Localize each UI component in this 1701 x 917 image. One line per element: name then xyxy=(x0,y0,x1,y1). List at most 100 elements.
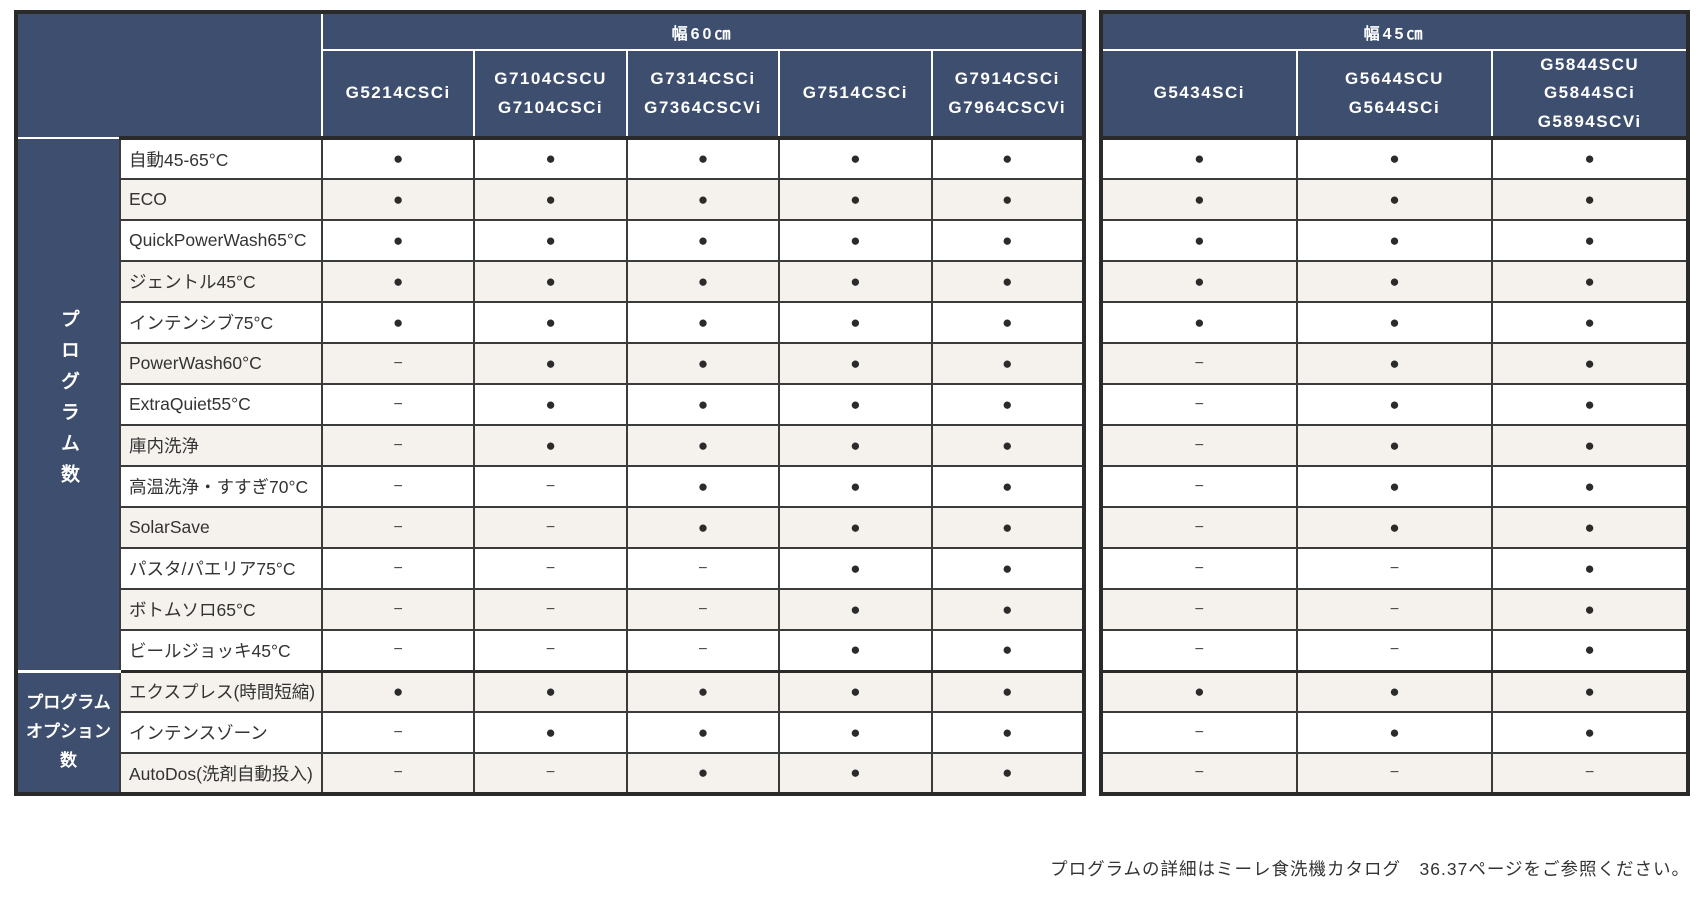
availability-cell: ● xyxy=(1100,136,1298,180)
availability-cell: ● xyxy=(778,629,933,672)
program-label: 高温洗浄・すすぎ70°C xyxy=(119,465,323,508)
comparison-table-45cm: 幅45㎝ G5434SCi G5644SCU G5644SCi G5844SCU… xyxy=(1099,10,1690,796)
availability-cell: ● xyxy=(778,752,933,795)
availability-cell: ● xyxy=(778,588,933,631)
availability-cell: ● xyxy=(778,260,933,303)
availability-cell: ● xyxy=(625,383,781,426)
availability-cell: ● xyxy=(1491,547,1689,590)
availability-cell: − xyxy=(1100,342,1298,385)
program-label: ECO xyxy=(119,178,323,221)
table-row: ボトムソロ65°C − − − ● ● xyxy=(16,588,1086,631)
availability-cell: − xyxy=(1100,629,1298,672)
availability-cell: ● xyxy=(930,669,1086,713)
table-row: ExtraQuiet55°C − ● ● ● ● xyxy=(16,383,1086,426)
availability-cell: ● xyxy=(778,301,933,344)
program-label: エクスプレス(時間短縮) xyxy=(119,669,323,713)
availability-cell: − xyxy=(1295,588,1494,631)
comparison-table-60cm: 幅60㎝ G5214CSCi G7104CSCU G7104CSCi G7314… xyxy=(14,10,1086,796)
availability-cell: ● xyxy=(473,260,628,303)
availability-cell: − xyxy=(1100,547,1298,590)
table-row: インテンシブ75°C ● ● ● ● ● xyxy=(16,301,1086,344)
availability-cell: − xyxy=(1100,752,1298,795)
availability-cell: − xyxy=(473,588,628,631)
availability-cell: ● xyxy=(930,547,1086,590)
table-row: 庫内洗浄 − ● ● ● ● xyxy=(16,424,1086,467)
program-label: PowerWash60°C xyxy=(119,342,323,385)
availability-cell: ● xyxy=(1491,301,1689,344)
program-label: SolarSave xyxy=(119,506,323,549)
availability-cell: ● xyxy=(473,383,628,426)
table-row: ● ● ● xyxy=(1100,669,1689,713)
availability-cell: − xyxy=(473,547,628,590)
availability-cell: ● xyxy=(1295,711,1494,754)
program-label: 自動45-65°C xyxy=(119,136,323,180)
availability-cell: ● xyxy=(1491,711,1689,754)
table-row: − − ● xyxy=(1100,629,1689,672)
availability-cell: ● xyxy=(778,178,933,221)
availability-cell: ● xyxy=(778,547,933,590)
availability-cell: − xyxy=(1100,383,1298,426)
availability-cell: − xyxy=(1100,506,1298,549)
availability-cell: − xyxy=(1295,629,1494,672)
availability-cell: ● xyxy=(930,465,1086,508)
availability-cell: ● xyxy=(1100,301,1298,344)
row-group-programs: プログラム数 xyxy=(16,137,121,671)
table-row: ● ● ● xyxy=(1100,260,1689,303)
table-row: − ● ● xyxy=(1100,424,1689,467)
availability-cell: ● xyxy=(1295,342,1494,385)
availability-cell: − xyxy=(320,588,476,631)
availability-cell: ● xyxy=(320,669,476,713)
availability-cell: − xyxy=(320,711,476,754)
corner-blank-cell xyxy=(16,12,322,138)
availability-cell: ● xyxy=(1491,178,1689,221)
availability-cell: ● xyxy=(778,383,933,426)
availability-cell: ● xyxy=(625,219,781,262)
model-header: G5844SCU G5844SCi G5894SCVi xyxy=(1491,50,1688,140)
availability-cell: ● xyxy=(778,136,933,180)
availability-cell: − xyxy=(473,752,628,795)
availability-cell: ● xyxy=(930,219,1086,262)
availability-cell: ● xyxy=(930,260,1086,303)
availability-cell: ● xyxy=(625,424,781,467)
availability-cell: ● xyxy=(930,588,1086,631)
availability-cell: ● xyxy=(930,383,1086,426)
availability-cell: ● xyxy=(625,752,781,795)
availability-cell: ● xyxy=(320,136,476,180)
availability-cell: − xyxy=(1491,752,1689,795)
availability-cell: − xyxy=(473,465,628,508)
availability-cell: ● xyxy=(930,752,1086,795)
availability-cell: ● xyxy=(1100,669,1298,713)
availability-cell: ● xyxy=(473,342,628,385)
program-label: ビールジョッキ45°C xyxy=(119,629,323,672)
availability-cell: ● xyxy=(930,506,1086,549)
availability-cell: − xyxy=(320,506,476,549)
availability-cell: ● xyxy=(930,301,1086,344)
availability-cell: − xyxy=(1295,752,1494,795)
availability-cell: ● xyxy=(1295,301,1494,344)
availability-cell: ● xyxy=(1100,178,1298,221)
availability-cell: − xyxy=(320,629,476,672)
group-header-60cm: 幅60㎝ xyxy=(321,12,1084,51)
availability-cell: − xyxy=(625,588,781,631)
availability-cell: ● xyxy=(625,260,781,303)
availability-cell: ● xyxy=(1295,219,1494,262)
model-header: G7104CSCU G7104CSCi xyxy=(473,50,627,140)
availability-cell: ● xyxy=(625,669,781,713)
availability-cell: ● xyxy=(1295,465,1494,508)
table-row: ● ● ● xyxy=(1100,301,1689,344)
availability-cell: ● xyxy=(473,136,628,180)
availability-cell: − xyxy=(320,547,476,590)
table-row: − ● ● xyxy=(1100,383,1689,426)
availability-cell: ● xyxy=(473,301,628,344)
row-group-options: プログラム オプション数 xyxy=(16,669,121,794)
availability-cell: − xyxy=(625,629,781,672)
group-header-45cm: 幅45㎝ xyxy=(1101,12,1688,51)
availability-cell: ● xyxy=(1491,465,1689,508)
table-row: − ● ● xyxy=(1100,342,1689,385)
availability-cell: − xyxy=(625,547,781,590)
table-row: ジェントル45°C ● ● ● ● ● xyxy=(16,260,1086,303)
table-row: AutoDos(洗剤自動投入) − − ● ● ● xyxy=(16,752,1086,795)
availability-cell: ● xyxy=(625,301,781,344)
table-row: ● ● ● xyxy=(1100,219,1689,262)
